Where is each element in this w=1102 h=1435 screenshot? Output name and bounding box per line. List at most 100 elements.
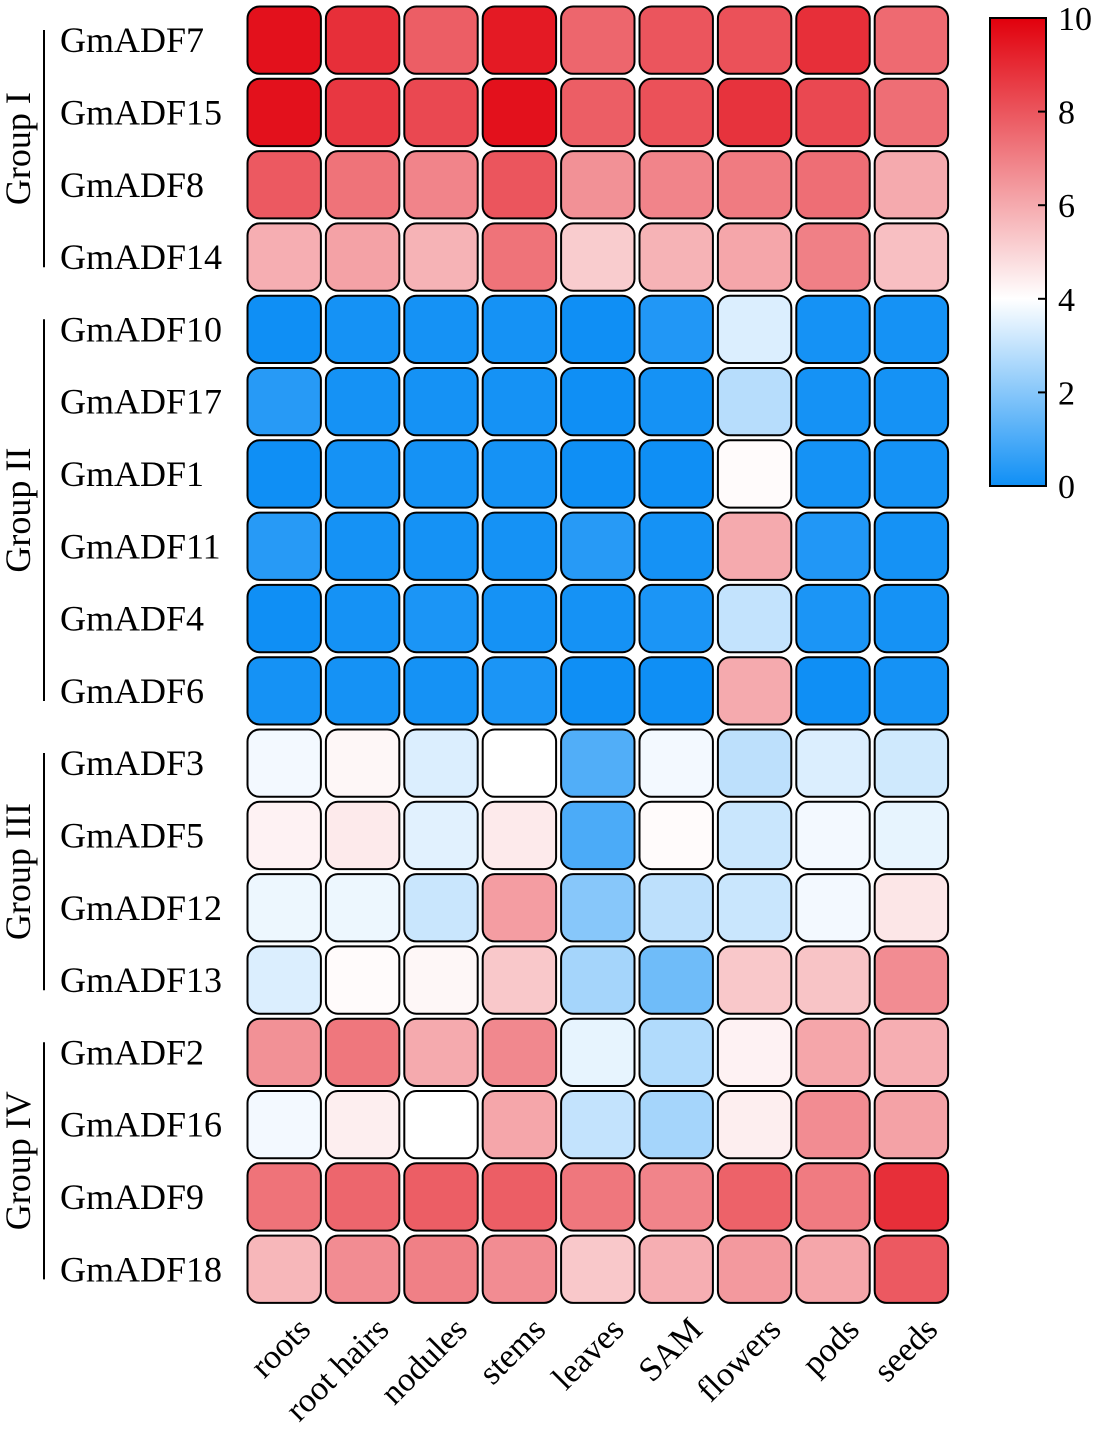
heatmap-cell [481, 1162, 558, 1232]
heatmap-cell [246, 367, 322, 437]
heatmap-cell [403, 77, 479, 148]
heatmap-cell [716, 439, 793, 509]
heatmap-cell [795, 222, 871, 292]
heatmap-cell [481, 294, 558, 365]
heatmap-cell [716, 945, 793, 1015]
heatmap-cell [560, 77, 636, 148]
heatmap-cell [873, 511, 950, 581]
heatmap-cell [716, 511, 793, 581]
heatmap-cell [795, 583, 871, 654]
column-label: stems [472, 1311, 553, 1392]
heatmap-cell [324, 5, 401, 75]
heatmap-cell [481, 150, 558, 220]
row-label: GmADF1 [60, 454, 204, 494]
heatmap-cell [324, 583, 401, 654]
heatmap-cell [403, 1234, 479, 1304]
heatmap-cell [403, 656, 479, 726]
row-label: GmADF17 [60, 382, 222, 422]
heatmap-cell [795, 1017, 871, 1088]
group-label: Group II [0, 448, 38, 573]
heatmap-cell [403, 222, 479, 292]
heatmap-cell [481, 583, 558, 654]
heatmap-cell [873, 5, 950, 75]
heatmap-cell [638, 1090, 714, 1160]
heatmap-cell [481, 1234, 558, 1304]
heatmap-cell [795, 439, 871, 509]
colorbar-tick-label: 2 [1058, 375, 1075, 412]
row-label: GmADF16 [60, 1105, 222, 1145]
heatmap-cell [324, 294, 401, 365]
heatmap-cell [246, 873, 322, 943]
heatmap-cell [481, 367, 558, 437]
row-label: GmADF7 [60, 20, 204, 60]
heatmap-cell [560, 728, 636, 798]
heatmap-cell [403, 583, 479, 654]
heatmap-cell [716, 1234, 793, 1304]
heatmap-cell [560, 511, 636, 581]
heatmap-cell [638, 583, 714, 654]
heatmap-cell [795, 294, 871, 365]
heatmap-cell [324, 439, 401, 509]
heatmap-cell [638, 222, 714, 292]
heatmap-cell [403, 945, 479, 1015]
heatmap-cell [403, 1090, 479, 1160]
heatmap-cell [638, 873, 714, 943]
heatmap-cell [716, 873, 793, 943]
heatmap-cell [795, 367, 871, 437]
row-label: GmADF12 [60, 888, 222, 928]
heatmap-cell [638, 1017, 714, 1088]
heatmap-cell [481, 728, 558, 798]
heatmap-cell [638, 656, 714, 726]
heatmap-cell [246, 150, 322, 220]
column-label: flowers [690, 1311, 788, 1409]
heatmap-cell [638, 1234, 714, 1304]
heatmap-cell [795, 5, 871, 75]
heatmap-cell [638, 5, 714, 75]
heatmap-cell [560, 873, 636, 943]
heatmap-cell [795, 77, 871, 148]
row-label: GmADF11 [60, 526, 221, 566]
heatmap-cell [795, 656, 871, 726]
heatmap-cell [873, 367, 950, 437]
heatmap-cell [560, 294, 636, 365]
heatmap-cell [481, 5, 558, 75]
heatmap-cell [560, 583, 636, 654]
heatmap-cell [795, 511, 871, 581]
heatmap-cell [324, 511, 401, 581]
heatmap-cell [324, 367, 401, 437]
heatmap-cell [403, 1017, 479, 1088]
heatmap-cell [873, 222, 950, 292]
heatmap-cell [795, 1162, 871, 1232]
row-label: GmADF10 [60, 309, 222, 349]
heatmap-cell [873, 294, 950, 365]
heatmap-cell [560, 5, 636, 75]
heatmap-cell [560, 367, 636, 437]
heatmap-cell [716, 656, 793, 726]
heatmap-cell [716, 5, 793, 75]
heatmap-cell [560, 800, 636, 871]
heatmap-cell [481, 511, 558, 581]
heatmap-cell [324, 1090, 401, 1160]
heatmap-cell [795, 800, 871, 871]
heatmap-cell [481, 222, 558, 292]
row-label: GmADF18 [60, 1249, 222, 1289]
column-label: nodules [374, 1311, 475, 1412]
heatmap-cell [873, 728, 950, 798]
row-label: GmADF15 [60, 92, 222, 132]
heatmap-cell [560, 222, 636, 292]
heatmap-cell [246, 728, 322, 798]
heatmap-cell [246, 583, 322, 654]
heatmap-cell [716, 728, 793, 798]
heatmap-cell [873, 800, 950, 871]
heatmap-cell [246, 439, 322, 509]
heatmap-cell [324, 77, 401, 148]
heatmap-cell [246, 656, 322, 726]
heatmap-cell [638, 945, 714, 1015]
heatmap-cell [716, 150, 793, 220]
heatmap-cell [246, 222, 322, 292]
column-label: leaves [545, 1311, 631, 1397]
heatmap-cell [560, 1090, 636, 1160]
heatmap-cell [481, 800, 558, 871]
heatmap-cell [873, 77, 950, 148]
